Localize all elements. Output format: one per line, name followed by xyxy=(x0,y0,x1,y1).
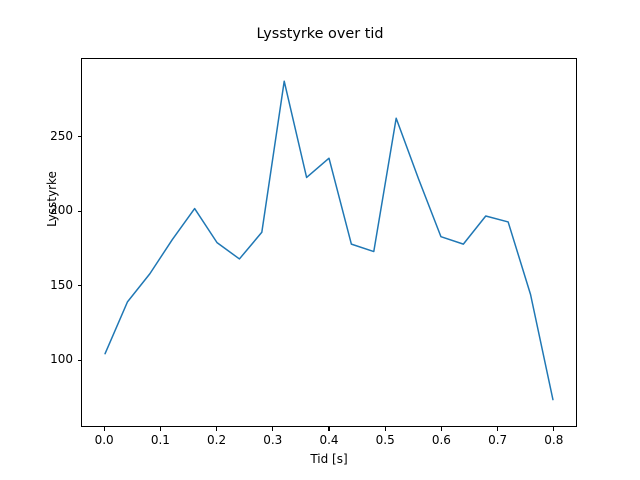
y-tick-label: 200 xyxy=(50,203,73,218)
y-axis-label: Lysstyrke xyxy=(45,171,59,227)
x-tick-label: 0.7 xyxy=(488,433,508,447)
y-tick-mark xyxy=(77,136,81,138)
x-tick-mark xyxy=(384,427,386,431)
x-tick-mark xyxy=(553,427,555,431)
x-axis-label: Tid [s] xyxy=(310,452,348,466)
line-plot-svg xyxy=(104,80,554,401)
x-tick-mark xyxy=(497,427,499,431)
y-tick-label: 100 xyxy=(50,352,73,367)
y-tick-mark xyxy=(77,210,81,212)
y-tick-mark xyxy=(77,285,81,287)
x-tick-label: 0.5 xyxy=(375,433,395,447)
y-tick-mark xyxy=(77,359,81,361)
x-tick-mark xyxy=(440,427,442,431)
y-tick-label: 150 xyxy=(50,277,73,292)
x-tick-label: 0.0 xyxy=(94,433,114,447)
y-tick-label: 250 xyxy=(50,128,73,143)
plot-axes xyxy=(81,58,577,427)
x-tick-label: 0.3 xyxy=(263,433,283,447)
x-tick-mark xyxy=(272,427,274,431)
x-tick-mark xyxy=(103,427,105,431)
x-tick-mark xyxy=(328,427,330,431)
x-tick-label: 0.2 xyxy=(207,433,227,447)
x-tick-label: 0.4 xyxy=(319,433,339,447)
x-tick-label: 0.6 xyxy=(431,433,451,447)
data-series-line xyxy=(104,80,554,401)
x-tick-mark xyxy=(159,427,161,431)
chart-title: Lysstyrke over tid xyxy=(256,26,384,42)
x-tick-label: 0.8 xyxy=(544,433,564,447)
x-tick-label: 0.1 xyxy=(150,433,170,447)
x-tick-mark xyxy=(216,427,218,431)
